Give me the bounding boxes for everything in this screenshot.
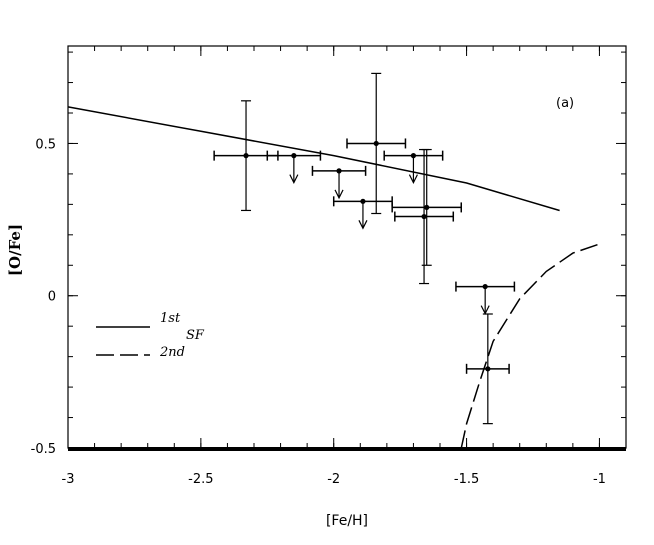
upper-limit-arrow: [289, 174, 299, 184]
x-tick-label: -3: [62, 472, 75, 487]
x-tick-label: -2.5: [188, 472, 213, 487]
data-point: [346, 72, 407, 215]
data-point: [383, 150, 444, 184]
legend-subscript: SF: [186, 328, 205, 343]
data-marker: [424, 204, 430, 211]
data-point: [394, 148, 455, 285]
y-tick-label: -0.5: [31, 442, 56, 457]
data-point: [391, 148, 463, 266]
x-axis-title: [Fe/H]: [326, 513, 368, 529]
upper-limit-arrow: [358, 220, 368, 230]
data-marker: [243, 153, 249, 159]
series: [67, 106, 600, 449]
data-marker: [482, 283, 488, 290]
data-marker: [485, 366, 491, 372]
x-tick-label: -2: [327, 472, 340, 487]
series-line-1st: [67, 106, 560, 212]
panel-label: (a): [556, 96, 574, 111]
legend-label-1st: 1st: [160, 311, 181, 326]
data-marker: [360, 198, 366, 204]
data-points: [213, 72, 516, 425]
y-tick-label: 0.5: [35, 137, 56, 152]
upper-limit-arrow: [408, 174, 418, 184]
x-tick-label: -1: [593, 472, 606, 487]
data-marker: [421, 213, 427, 220]
data-marker: [336, 168, 342, 174]
data-marker: [373, 140, 379, 147]
legend-label-2nd: 2nd: [159, 345, 185, 360]
plot-frame: [67, 45, 627, 449]
x-tick-label: -1.5: [454, 472, 479, 487]
data-point: [332, 196, 393, 230]
data-point: [266, 150, 322, 184]
y-tick-label: 0: [48, 290, 56, 305]
data-point: [311, 165, 367, 200]
y-axis-title: [O/Fe]: [6, 224, 24, 276]
legend: 1st SF 2nd: [96, 311, 205, 360]
data-point: [455, 281, 516, 315]
data-point: [465, 313, 510, 425]
data-marker: [291, 153, 297, 159]
ticks: -3 -2.5 -2 -1.5 -1 -0.5 0 0.5: [31, 46, 627, 487]
upper-limit-arrow: [334, 189, 344, 200]
data-marker: [410, 153, 417, 159]
series-line-2nd: [460, 243, 600, 449]
